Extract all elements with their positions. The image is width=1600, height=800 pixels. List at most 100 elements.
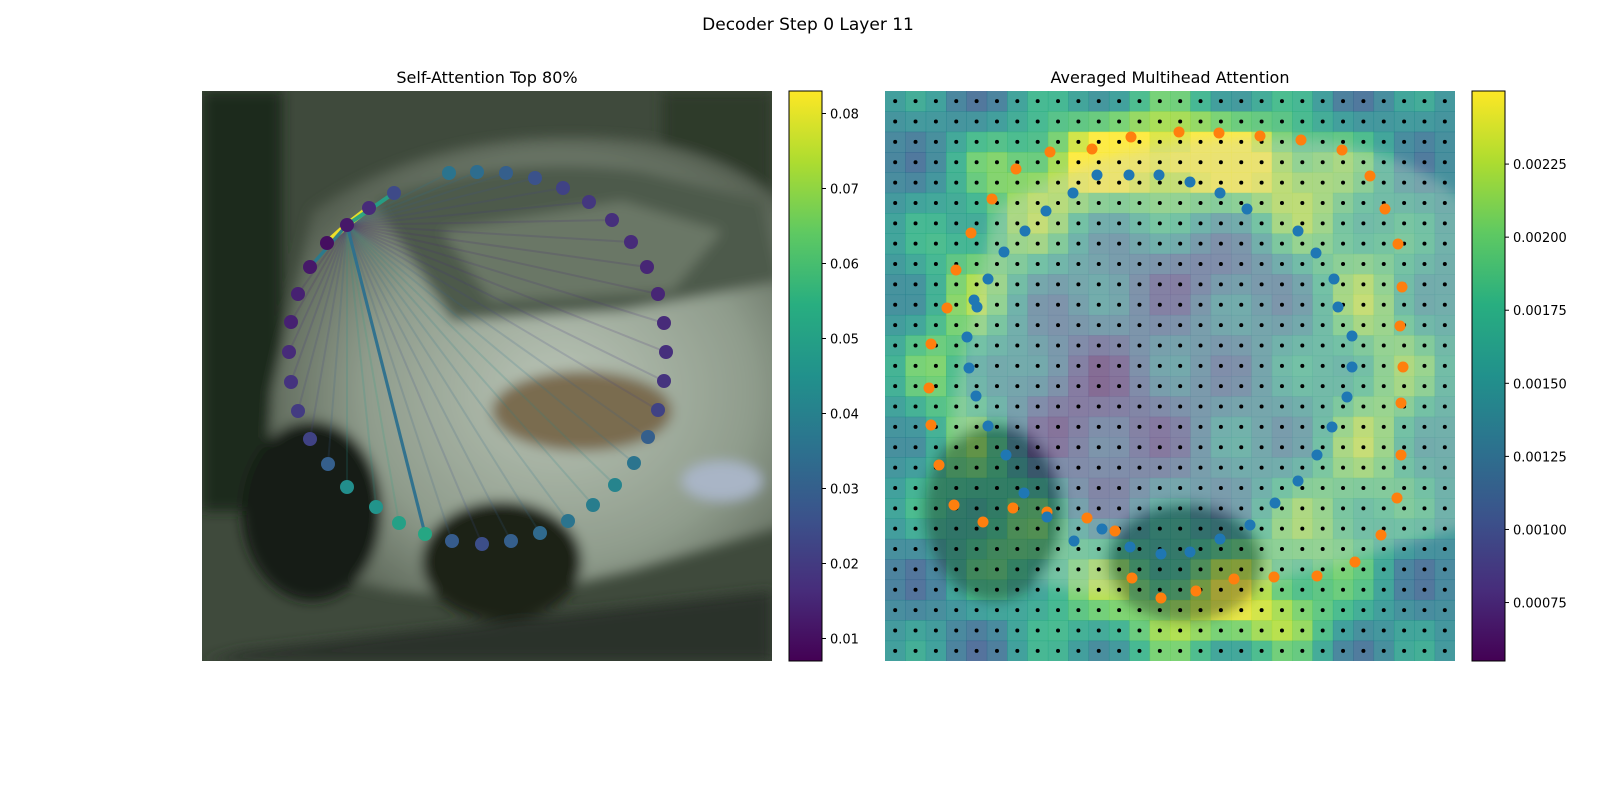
grid-dot xyxy=(1218,567,1223,572)
grid-dot xyxy=(1096,445,1101,450)
grid-dot xyxy=(893,404,898,409)
attention-edge-faint xyxy=(346,224,667,353)
grid-dot xyxy=(1279,567,1284,572)
grid-dot xyxy=(1056,262,1061,267)
grid-dot xyxy=(1320,587,1325,592)
orange-point xyxy=(1379,203,1391,215)
grid-dot xyxy=(954,363,959,368)
grid-dot xyxy=(1320,323,1325,328)
contour-point xyxy=(392,516,406,530)
grid-dot xyxy=(1198,424,1203,429)
grid-dot xyxy=(1117,139,1122,144)
blue-point xyxy=(1184,546,1196,558)
grid-dot xyxy=(1320,343,1325,348)
right-car-photo-overlay xyxy=(925,137,1455,621)
grid-dot xyxy=(1117,628,1122,633)
grid-dot xyxy=(1117,262,1122,267)
grid-dot xyxy=(933,282,938,287)
grid-dot xyxy=(1341,323,1346,328)
grid-dot xyxy=(1137,282,1142,287)
grid-dot xyxy=(1076,445,1081,450)
query-grid-dots xyxy=(893,99,1447,653)
multihead-attention-panel: Averaged Multihead Attention xyxy=(885,68,1455,661)
contour-point xyxy=(475,537,489,551)
grid-dot xyxy=(1056,424,1061,429)
grid-dot xyxy=(933,139,938,144)
blue-point xyxy=(1153,169,1165,181)
orange-point xyxy=(1268,571,1280,583)
grid-dot xyxy=(1381,99,1386,104)
grid-dot xyxy=(893,628,898,633)
grid-dot xyxy=(1320,160,1325,165)
grid-dot xyxy=(1442,445,1447,450)
blue-point xyxy=(1292,475,1304,487)
grid-dot xyxy=(1422,99,1427,104)
grid-dot xyxy=(1096,465,1101,470)
orange-point xyxy=(925,419,937,431)
contour-point xyxy=(284,375,298,389)
grid-dot xyxy=(1096,241,1101,246)
attention-edge-faint xyxy=(346,224,569,522)
grid-dot xyxy=(1381,465,1386,470)
grid-dot xyxy=(913,648,918,653)
grid-dot xyxy=(1198,547,1203,552)
grid-dot xyxy=(1198,485,1203,490)
grid-dot xyxy=(1015,221,1020,226)
grid-dot xyxy=(893,363,898,368)
grid-dot xyxy=(1361,180,1366,185)
grid-dot xyxy=(913,139,918,144)
grid-dot xyxy=(1137,587,1142,592)
grid-dot xyxy=(1239,139,1244,144)
grid-dot xyxy=(1442,323,1447,328)
grid-dot xyxy=(1178,465,1183,470)
blue-point xyxy=(1041,511,1053,523)
grid-dot xyxy=(913,526,918,531)
grid-dot xyxy=(1300,506,1305,511)
grid-dot xyxy=(1320,424,1325,429)
grid-dot xyxy=(974,567,979,572)
grid-dot xyxy=(1015,628,1020,633)
grid-dot xyxy=(1218,200,1223,205)
grid-dot xyxy=(1137,465,1142,470)
grid-dot xyxy=(1035,445,1040,450)
attention-edge-faint xyxy=(346,172,507,226)
grid-dot xyxy=(893,587,898,592)
grid-dot xyxy=(1361,567,1366,572)
grid-dot xyxy=(1117,608,1122,613)
grid-dot xyxy=(974,648,979,653)
grid-dot xyxy=(994,567,999,572)
grid-dot xyxy=(1035,567,1040,572)
grid-dot xyxy=(933,445,938,450)
colorbar-tick-label: 0.07 xyxy=(830,183,859,198)
contour-point xyxy=(533,526,547,540)
grid-dot xyxy=(1239,343,1244,348)
grid-dot xyxy=(1320,567,1325,572)
grid-dot xyxy=(1381,139,1386,144)
grid-dot xyxy=(1178,587,1183,592)
grid-dot xyxy=(1259,363,1264,368)
grid-dot xyxy=(1096,119,1101,124)
grid-dot xyxy=(1279,363,1284,368)
grid-dot xyxy=(1422,526,1427,531)
grid-dot xyxy=(1442,608,1447,613)
blue-point xyxy=(1068,535,1080,547)
grid-dot xyxy=(913,547,918,552)
grid-dot xyxy=(1198,119,1203,124)
grid-dot xyxy=(1402,547,1407,552)
colorbar-tick-label: 0.05 xyxy=(830,333,859,348)
grid-dot xyxy=(1076,648,1081,653)
grid-dot xyxy=(933,587,938,592)
grid-dot xyxy=(1341,200,1346,205)
grid-dot xyxy=(1137,99,1142,104)
grid-dot xyxy=(1076,465,1081,470)
grid-dot xyxy=(1056,628,1061,633)
grid-dot xyxy=(1300,221,1305,226)
grid-dot xyxy=(954,445,959,450)
grid-dot xyxy=(1259,119,1264,124)
grid-dot xyxy=(1239,506,1244,511)
grid-dot xyxy=(1320,404,1325,409)
grid-dot xyxy=(1178,221,1183,226)
grid-dot xyxy=(1056,343,1061,348)
grid-dot xyxy=(1239,363,1244,368)
blue-point xyxy=(1096,523,1108,535)
